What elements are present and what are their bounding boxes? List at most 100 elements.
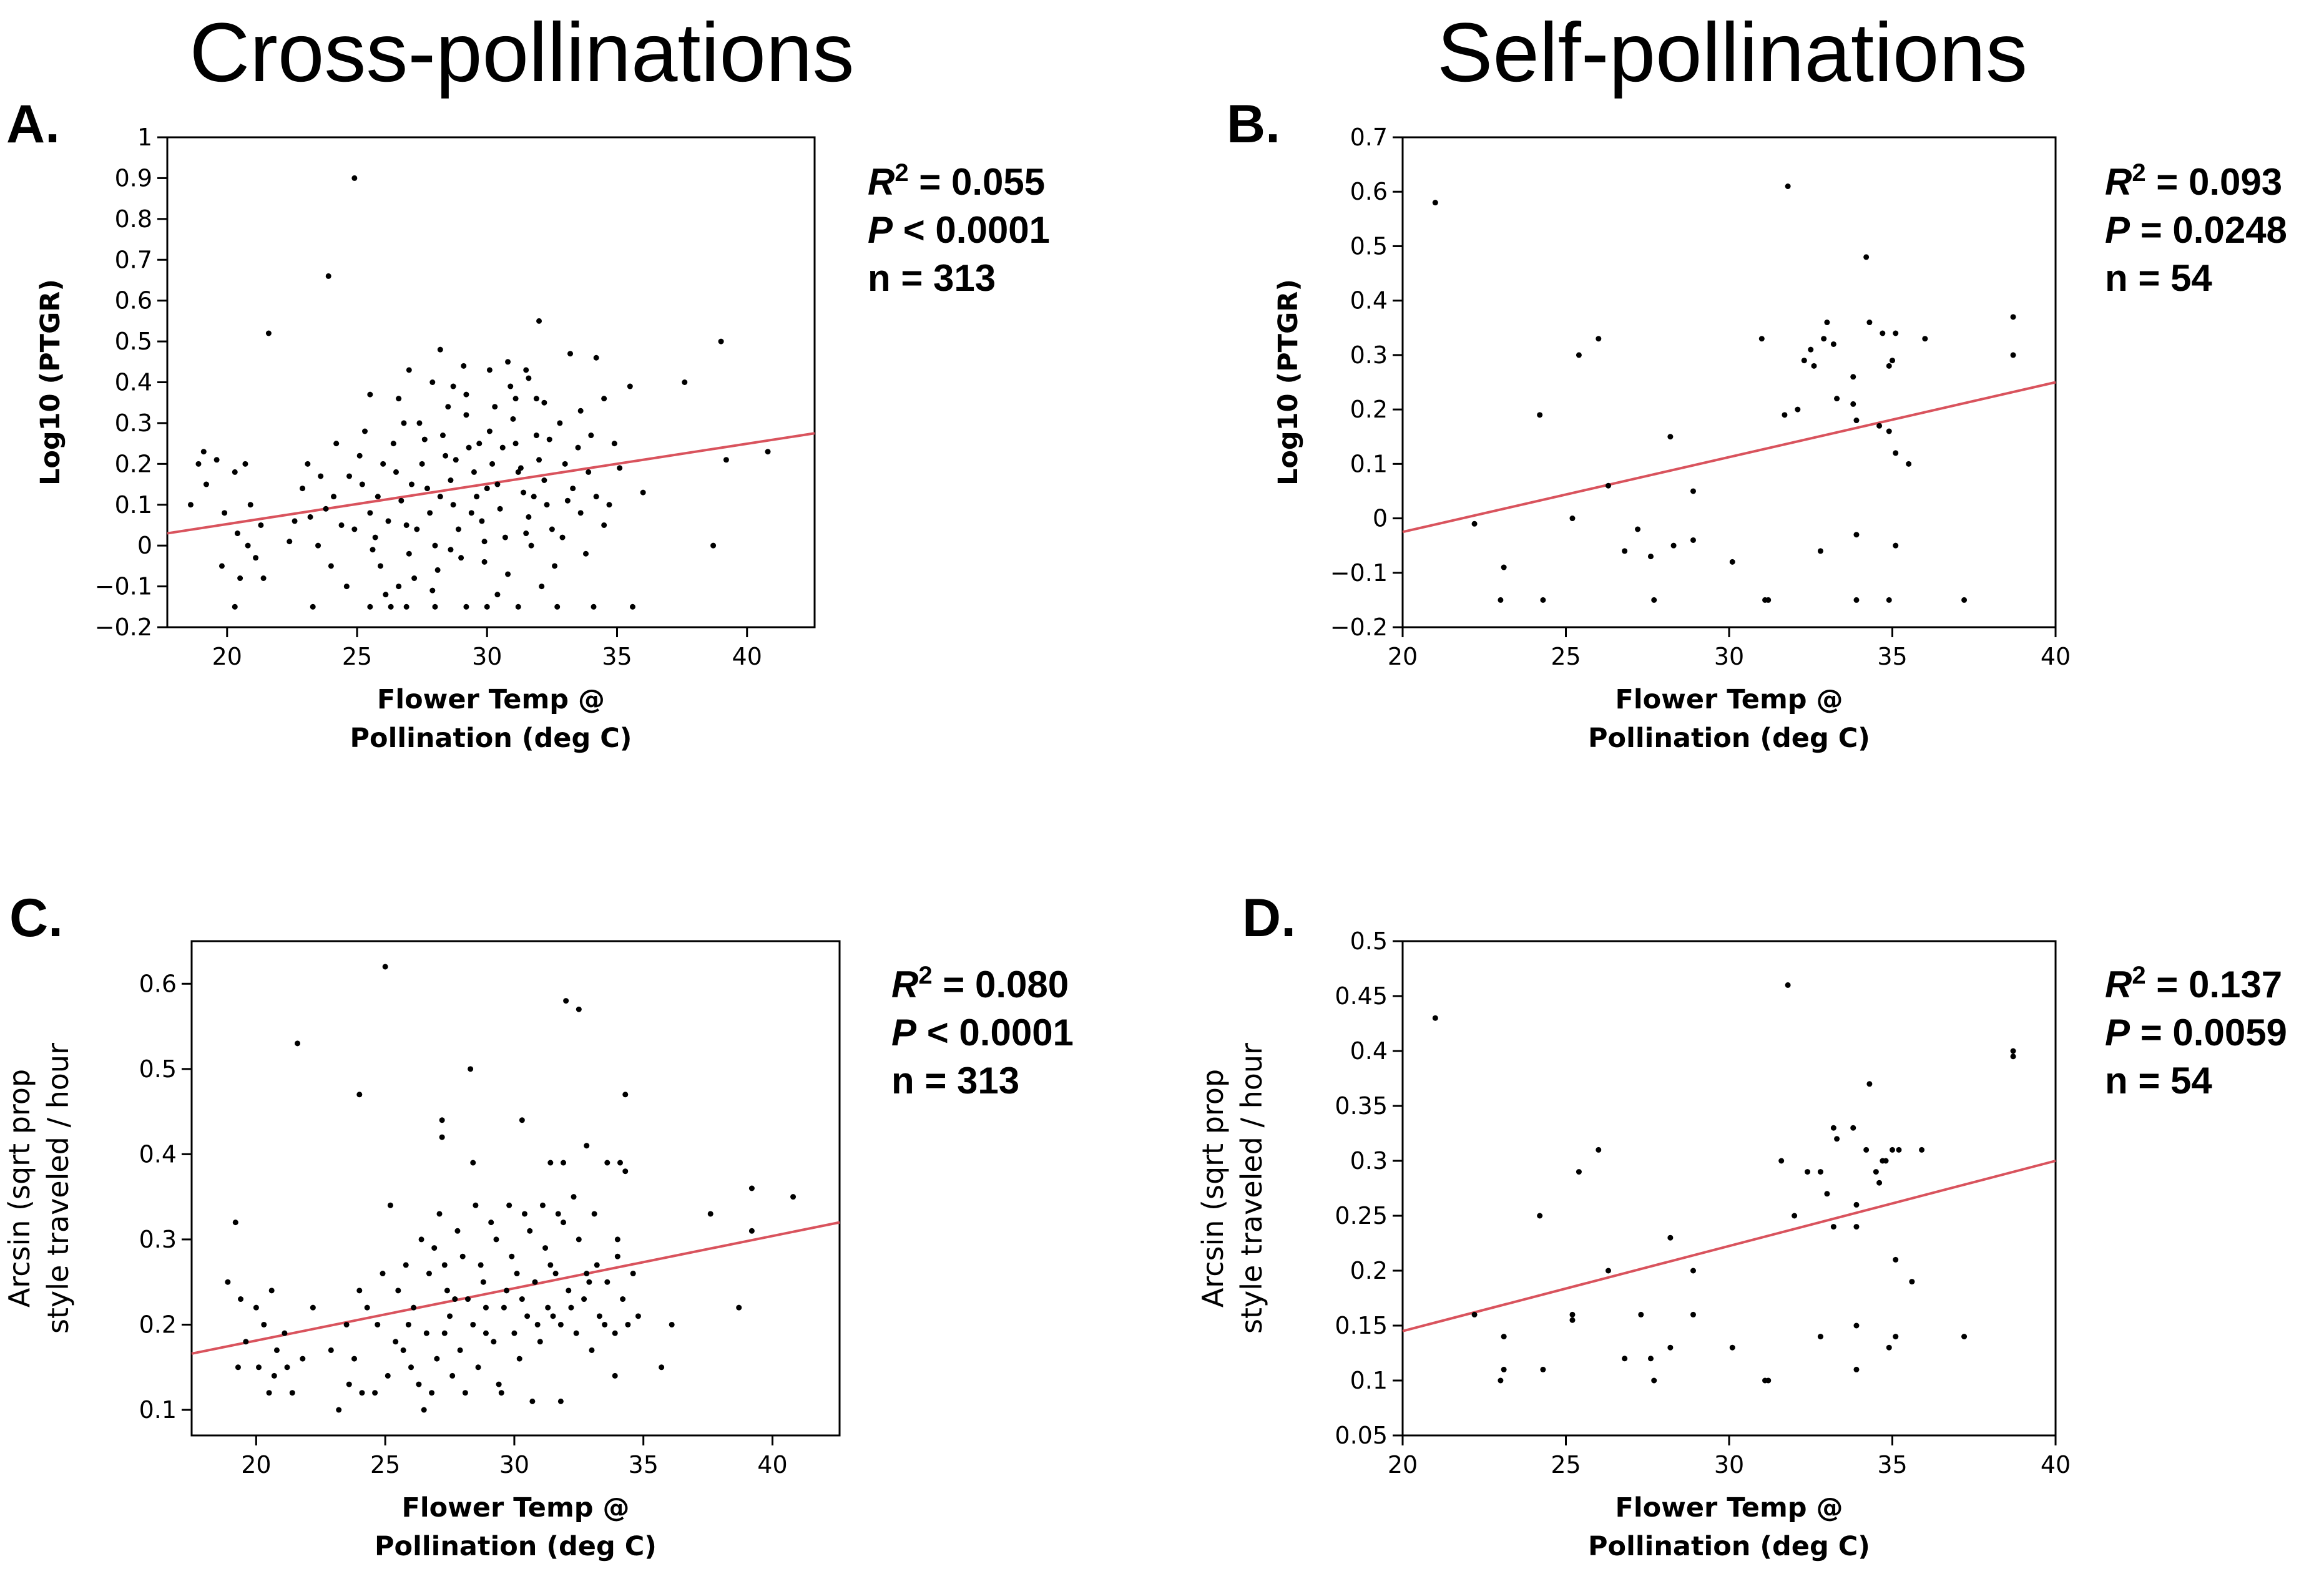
data-point [498, 1390, 504, 1396]
data-point [1501, 1334, 1507, 1340]
data-point [575, 444, 581, 451]
y-tick-label: 0.5 [1350, 232, 1388, 260]
data-point [509, 1253, 515, 1259]
data-point [505, 359, 511, 365]
data-point [532, 1279, 538, 1285]
column-title-cross: Cross-pollinations [190, 6, 855, 99]
data-point [1863, 1146, 1870, 1153]
data-point [408, 1364, 414, 1371]
x-tick-label: 25 [1551, 643, 1581, 670]
n-stat: n = 313 [891, 1060, 1019, 1102]
data-point [505, 571, 511, 577]
data-point [310, 1304, 316, 1311]
data-point [423, 1330, 429, 1336]
data-point [614, 1236, 620, 1243]
data-point [238, 1296, 244, 1303]
x-tick-label: 30 [499, 1451, 529, 1479]
data-point [1569, 1317, 1576, 1323]
data-point [1635, 526, 1641, 532]
data-point [515, 604, 521, 610]
data-point [1651, 1377, 1657, 1384]
x-tick-label: 20 [1388, 643, 1418, 670]
data-point [235, 1364, 241, 1371]
data-point [1853, 418, 1860, 424]
data-point [640, 489, 646, 496]
y-tick-label: 1 [137, 124, 152, 151]
data-point [333, 441, 340, 447]
data-point [439, 1134, 445, 1140]
data-point [1778, 1158, 1785, 1164]
data-point [523, 367, 529, 373]
data-point [1834, 396, 1840, 402]
data-point [225, 1279, 231, 1285]
y-tick-label: 0 [1373, 505, 1388, 532]
y-tick-label: 0.25 [1335, 1202, 1388, 1229]
data-point [395, 1288, 401, 1294]
data-point [266, 1390, 272, 1396]
p-value-stat: P = 0.0248 [2105, 209, 2287, 251]
data-point [414, 526, 420, 532]
data-point [351, 175, 358, 181]
data-point [723, 457, 729, 463]
data-point [555, 1211, 561, 1217]
data-point [411, 1304, 417, 1311]
data-point [359, 1390, 365, 1396]
fit-line [167, 432, 815, 535]
y-tick-label: 0.5 [115, 328, 152, 355]
data-point [471, 469, 477, 475]
x-tick-label: 40 [732, 643, 762, 670]
data-point [581, 1296, 587, 1303]
data-point [486, 367, 493, 373]
y-tick-label: 0.5 [139, 1055, 177, 1083]
data-point [604, 1160, 610, 1166]
data-point [1893, 1256, 1899, 1263]
data-point [547, 1160, 554, 1166]
data-point [531, 494, 537, 500]
data-point [546, 436, 552, 442]
data-point [507, 383, 514, 389]
data-point [396, 396, 402, 402]
data-point [273, 1347, 280, 1353]
x-tick-label: 30 [1714, 1451, 1744, 1479]
data-point [669, 1321, 675, 1327]
data-point [1792, 1213, 1798, 1219]
data-point [1537, 412, 1543, 418]
data-point [315, 542, 321, 549]
y-tick-label: 0.1 [1350, 450, 1388, 477]
data-point [405, 1321, 411, 1327]
data-point [627, 383, 633, 389]
data-point [1896, 1146, 1902, 1153]
data-point [336, 1407, 342, 1413]
data-point [493, 1236, 499, 1243]
data-point [343, 1321, 350, 1327]
x-tick-label: 30 [1714, 643, 1744, 670]
y-tick-label: 0.7 [115, 246, 152, 273]
data-point [1866, 320, 1873, 326]
data-point [514, 1271, 520, 1277]
x-tick-label: 20 [241, 1451, 271, 1479]
y-tick-label: 0.6 [1350, 178, 1388, 205]
data-point [521, 489, 527, 496]
x-tick-label: 35 [629, 1451, 659, 1479]
p-value-stat: P = 0.0059 [2105, 1012, 2287, 1053]
data-point [429, 587, 436, 594]
data-point [539, 1202, 546, 1208]
x-tick-label: 25 [1551, 1451, 1581, 1479]
data-point [457, 1347, 463, 1353]
data-point [577, 408, 584, 414]
data-point [271, 1372, 277, 1379]
fit-line [1402, 1160, 2056, 1332]
data-point [1808, 346, 1814, 353]
data-point [483, 1330, 489, 1336]
data-point [359, 481, 365, 487]
data-point [604, 1279, 610, 1285]
data-point [659, 1364, 665, 1371]
x-tick-label: 40 [2041, 643, 2071, 670]
data-point [453, 457, 459, 463]
data-point [1501, 1366, 1507, 1372]
data-point [213, 457, 220, 463]
data-point [403, 522, 409, 528]
data-point [237, 575, 243, 581]
data-point [1886, 363, 1892, 369]
data-point [1909, 1279, 1915, 1285]
